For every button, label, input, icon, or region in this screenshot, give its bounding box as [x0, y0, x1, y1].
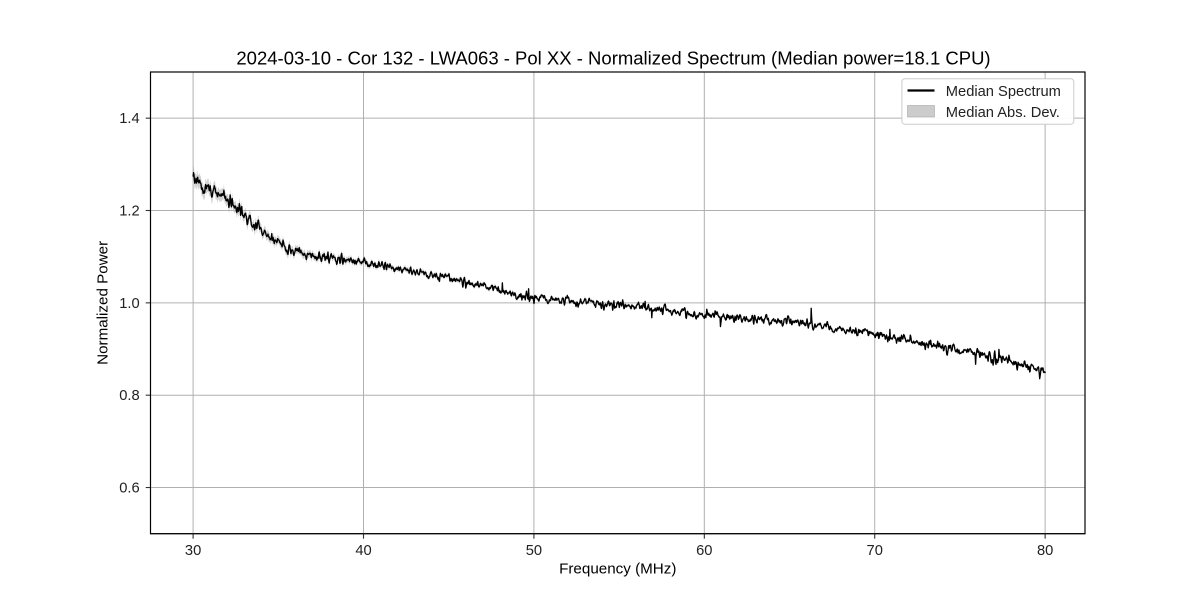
- svg-text:50: 50: [526, 543, 542, 559]
- svg-text:1.2: 1.2: [119, 204, 139, 220]
- svg-text:1.0: 1.0: [119, 296, 139, 312]
- svg-text:60: 60: [696, 543, 712, 559]
- svg-text:Median Abs. Dev.: Median Abs. Dev.: [946, 105, 1060, 121]
- svg-text:70: 70: [867, 543, 883, 559]
- svg-text:2024-03-10 - Cor 132 - LWA063: 2024-03-10 - Cor 132 - LWA063 - Pol XX -…: [236, 48, 990, 69]
- svg-text:Median Spectrum: Median Spectrum: [946, 84, 1061, 100]
- svg-text:30: 30: [185, 543, 201, 559]
- svg-text:0.8: 0.8: [119, 388, 139, 404]
- svg-text:Normalized Power: Normalized Power: [94, 241, 111, 365]
- svg-text:40: 40: [355, 543, 371, 559]
- svg-text:1.4: 1.4: [119, 111, 139, 127]
- svg-text:0.6: 0.6: [119, 481, 139, 497]
- svg-text:80: 80: [1037, 543, 1053, 559]
- svg-text:Frequency (MHz): Frequency (MHz): [559, 561, 676, 578]
